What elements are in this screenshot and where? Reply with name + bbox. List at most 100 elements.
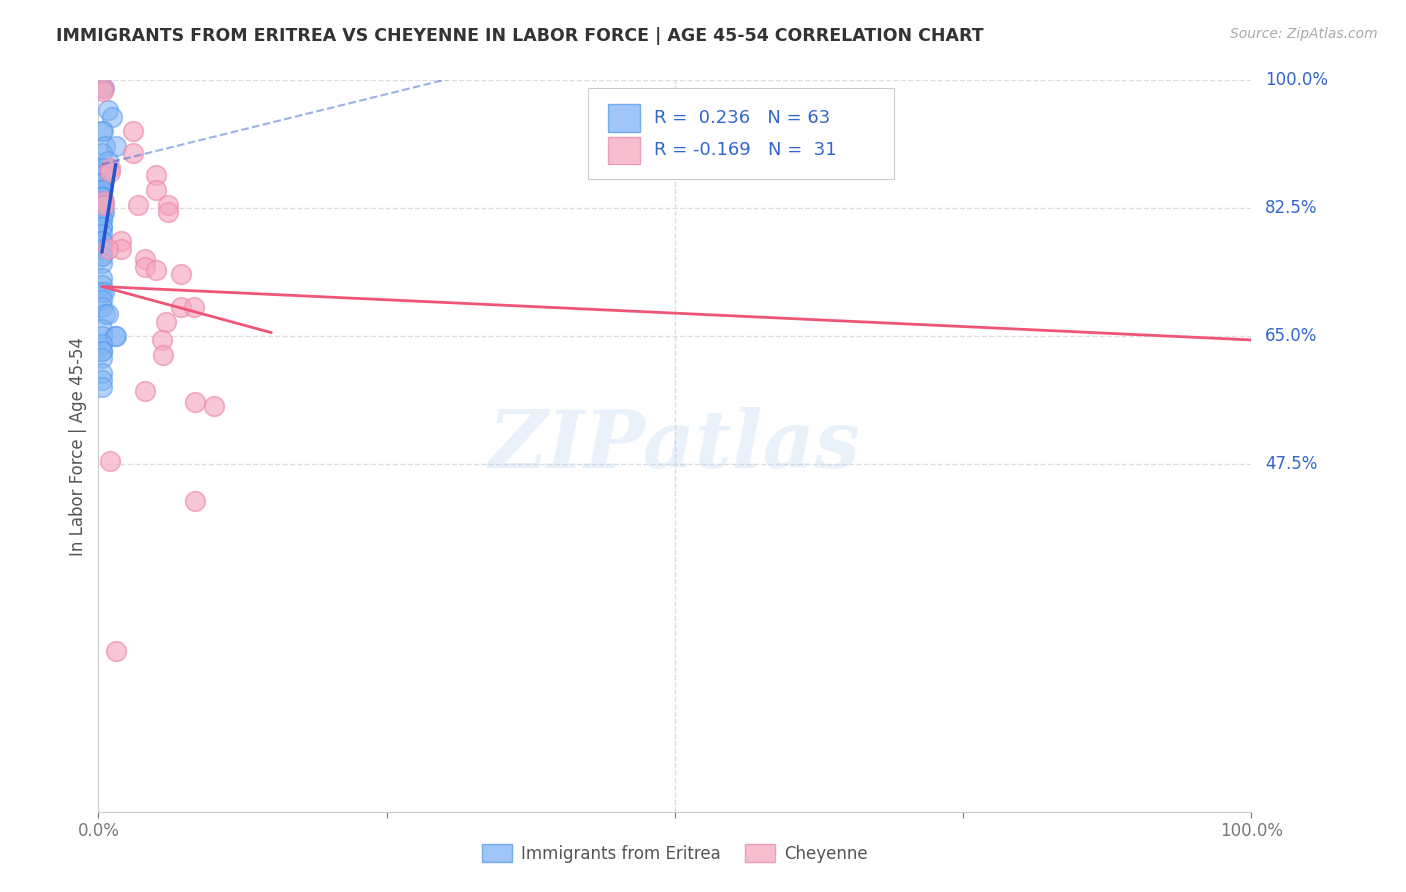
Point	[152, 348, 174, 362]
Point	[91, 161, 114, 175]
Point	[90, 176, 112, 190]
Point	[90, 285, 112, 300]
Point	[97, 307, 120, 321]
Point	[97, 103, 120, 117]
Point	[93, 80, 115, 95]
Point	[104, 139, 127, 153]
Point	[90, 373, 112, 387]
Point	[90, 343, 112, 358]
Point	[94, 307, 117, 321]
Point	[90, 322, 112, 336]
Point	[90, 212, 112, 227]
Point	[156, 197, 179, 211]
Point	[93, 285, 115, 300]
Point	[90, 176, 112, 190]
Point	[170, 300, 193, 314]
Point	[90, 197, 112, 211]
Point	[90, 176, 112, 190]
Point	[90, 219, 112, 234]
Point	[134, 384, 156, 399]
Point	[104, 644, 127, 658]
Point	[91, 84, 114, 98]
Point	[90, 197, 112, 211]
Point	[90, 270, 112, 285]
Point	[90, 146, 112, 161]
Point	[90, 183, 112, 197]
Text: IMMIGRANTS FROM ERITREA VS CHEYENNE IN LABOR FORCE | AGE 45-54 CORRELATION CHART: IMMIGRANTS FROM ERITREA VS CHEYENNE IN L…	[56, 27, 984, 45]
Point	[90, 124, 112, 138]
Point	[90, 278, 112, 293]
FancyBboxPatch shape	[607, 104, 640, 132]
Text: 65.0%: 65.0%	[1265, 327, 1317, 345]
Point	[97, 153, 120, 168]
Point	[184, 494, 207, 508]
Text: Source: ZipAtlas.com: Source: ZipAtlas.com	[1230, 27, 1378, 41]
Point	[90, 249, 112, 263]
Point	[90, 190, 112, 204]
Point	[98, 453, 121, 467]
Point	[127, 197, 149, 211]
Point	[91, 124, 114, 138]
Point	[90, 197, 112, 211]
Point	[90, 80, 112, 95]
Text: ZIPatlas: ZIPatlas	[489, 408, 860, 484]
Point	[98, 164, 121, 178]
Y-axis label: In Labor Force | Age 45-54: In Labor Force | Age 45-54	[69, 336, 87, 556]
Point	[145, 183, 167, 197]
Point	[122, 124, 145, 138]
Point	[93, 194, 115, 208]
Point	[122, 146, 145, 161]
Point	[90, 219, 112, 234]
Text: R = -0.169   N =  31: R = -0.169 N = 31	[654, 142, 837, 160]
Point	[90, 249, 112, 263]
Point	[93, 169, 115, 183]
Point	[90, 169, 112, 183]
Point	[90, 227, 112, 241]
Point	[90, 380, 112, 394]
FancyBboxPatch shape	[607, 136, 640, 164]
Point	[145, 263, 167, 277]
Point	[90, 190, 112, 204]
Point	[90, 256, 112, 270]
Point	[90, 234, 112, 248]
Point	[90, 242, 112, 256]
Point	[202, 399, 225, 413]
Point	[90, 366, 112, 380]
Point	[91, 80, 114, 95]
Point	[90, 161, 112, 175]
Point	[90, 183, 112, 197]
Point	[97, 242, 120, 256]
Point	[93, 197, 115, 211]
Point	[90, 343, 112, 358]
Point	[101, 110, 124, 124]
Point	[91, 205, 114, 219]
Point	[90, 183, 112, 197]
Point	[103, 329, 125, 343]
Point	[90, 234, 112, 248]
Point	[156, 205, 179, 219]
Point	[110, 234, 132, 248]
Text: 47.5%: 47.5%	[1265, 455, 1317, 474]
Point	[90, 329, 112, 343]
Point	[134, 252, 156, 267]
Point	[90, 212, 112, 227]
Point	[184, 395, 207, 409]
Point	[150, 333, 173, 347]
Point	[104, 329, 127, 343]
Point	[90, 176, 112, 190]
Point	[93, 205, 115, 219]
Point	[90, 293, 112, 307]
Point	[90, 190, 112, 204]
Point	[94, 139, 117, 153]
Point	[90, 197, 112, 211]
Text: 100.0%: 100.0%	[1265, 71, 1329, 89]
Point	[90, 351, 112, 366]
Point	[134, 260, 156, 274]
Point	[145, 169, 167, 183]
Legend: Immigrants from Eritrea, Cheyenne: Immigrants from Eritrea, Cheyenne	[475, 838, 875, 869]
Point	[90, 190, 112, 204]
FancyBboxPatch shape	[588, 87, 894, 179]
Point	[110, 242, 132, 256]
Point	[91, 197, 114, 211]
Point	[90, 242, 112, 256]
